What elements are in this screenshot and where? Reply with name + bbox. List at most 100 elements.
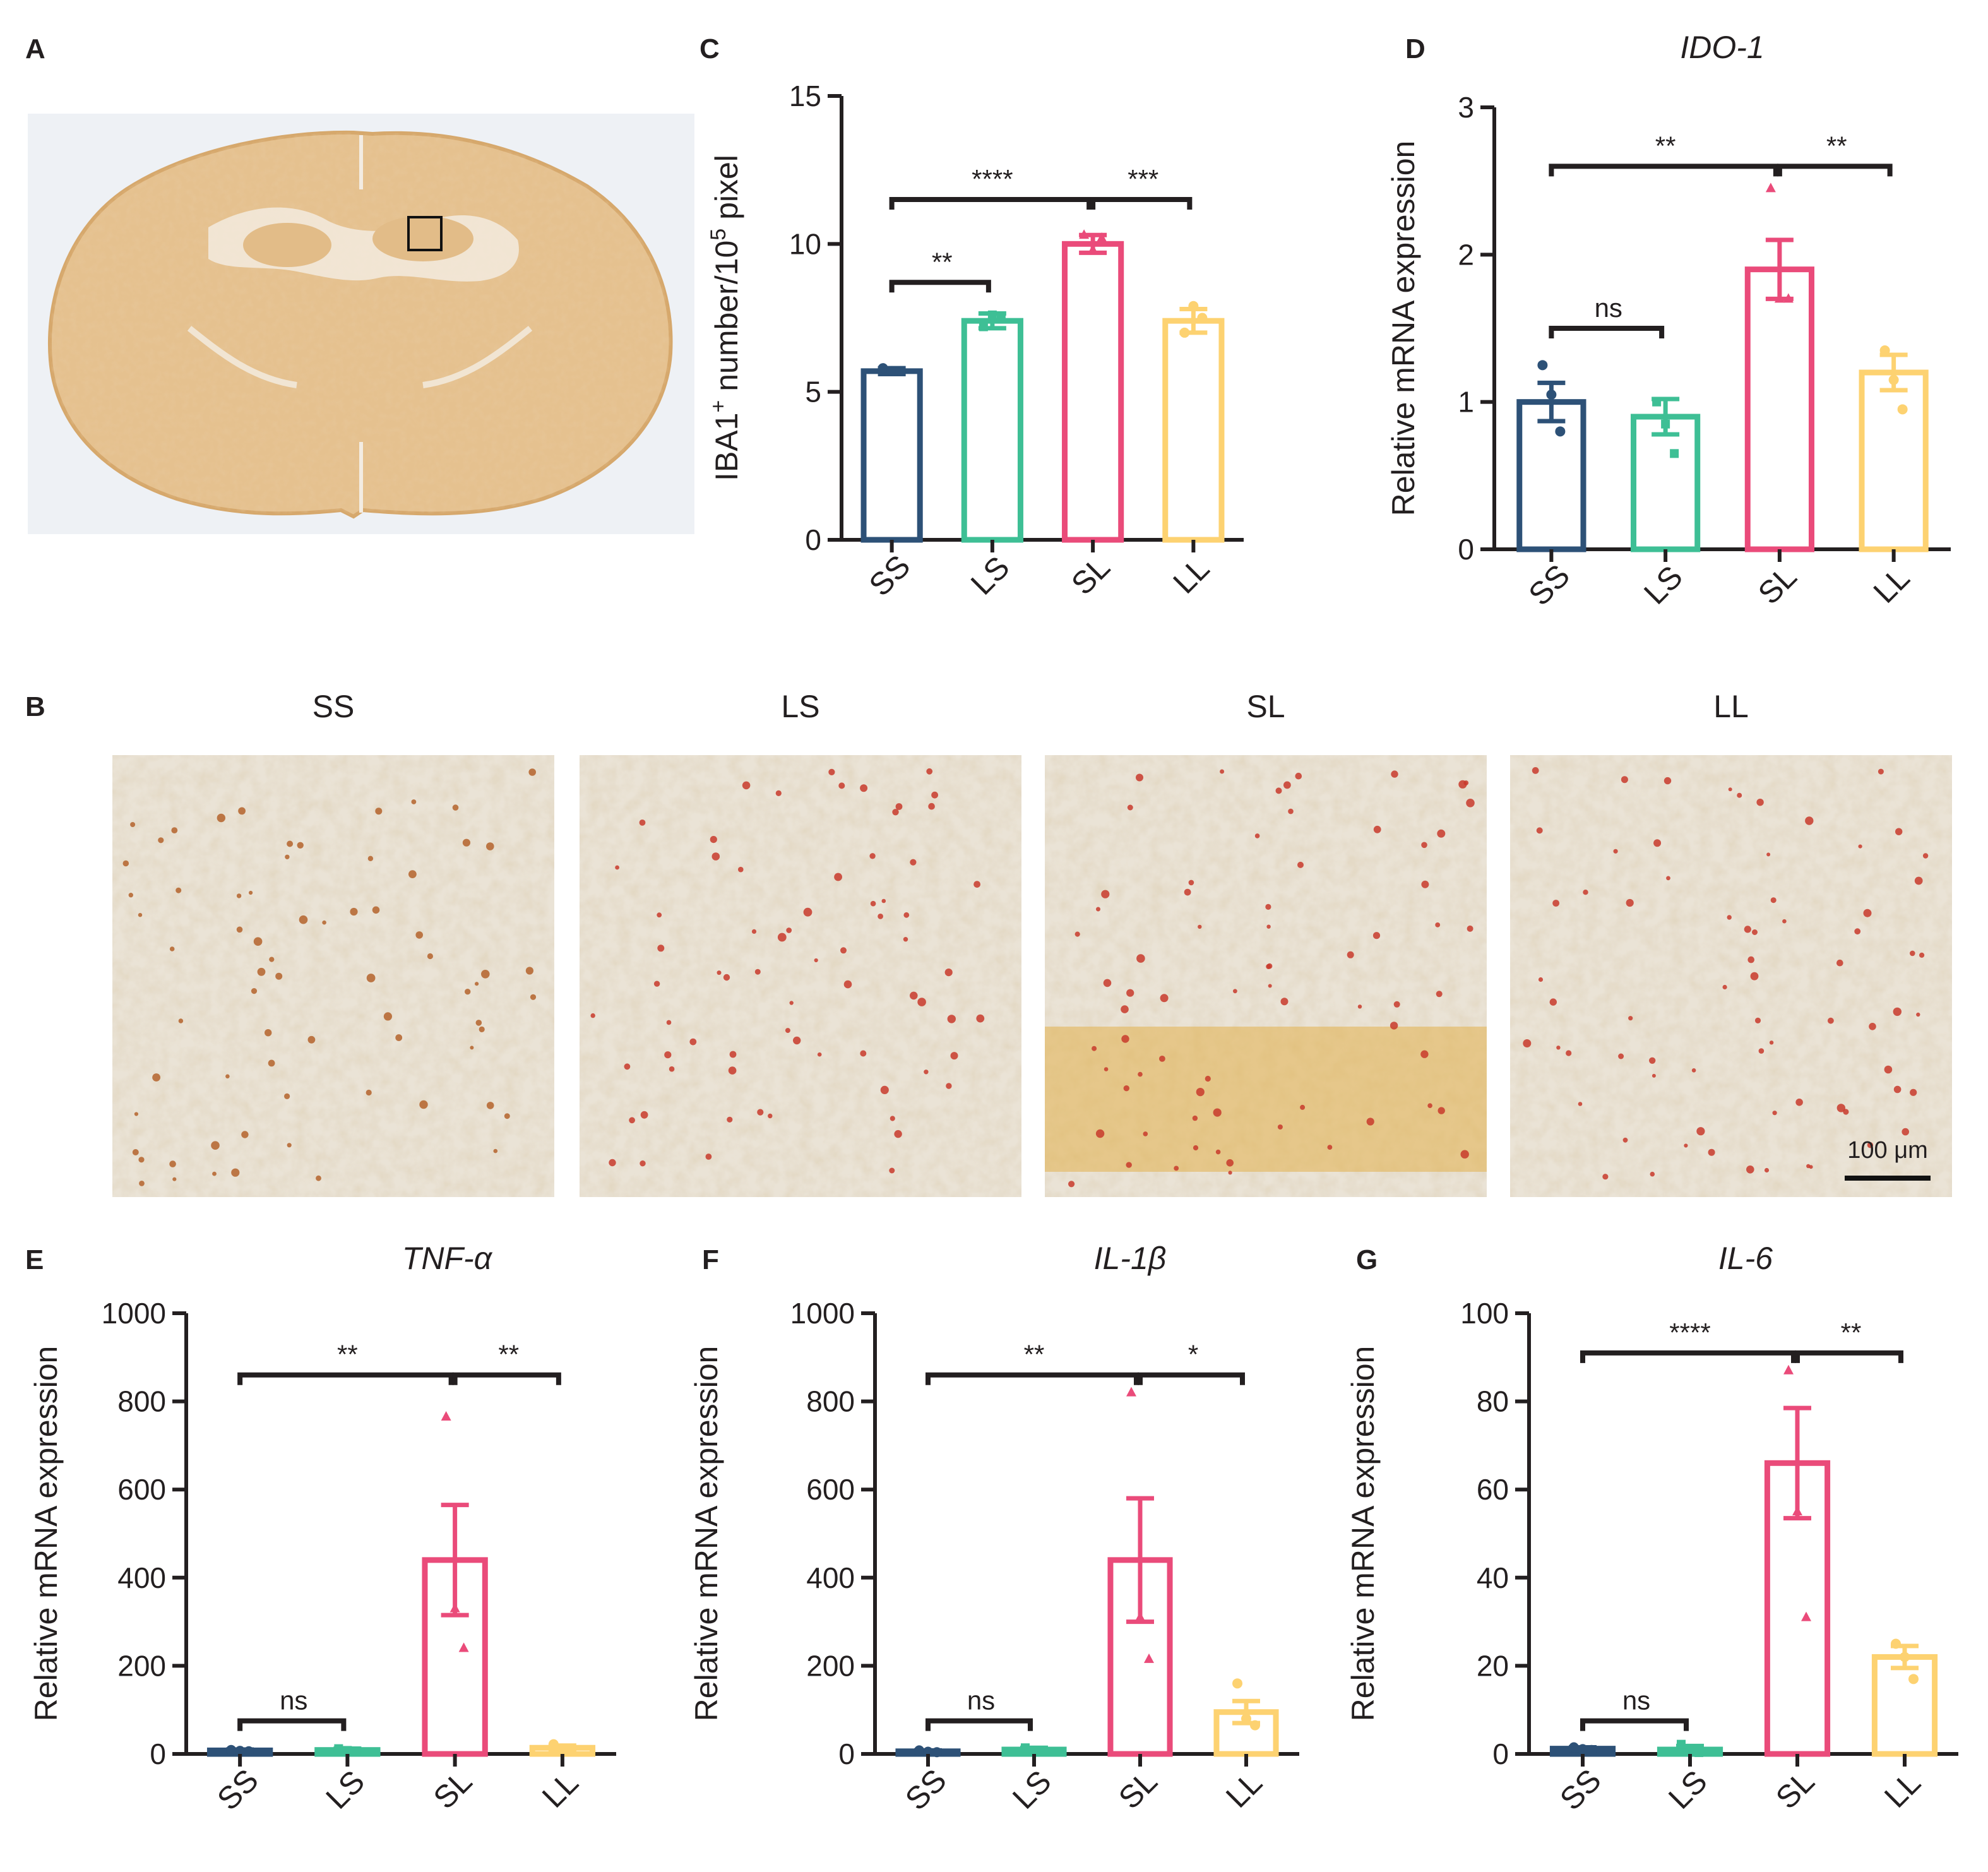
y-tick-label-G: 60 <box>1477 1473 1509 1506</box>
stained-cell-ll <box>1919 952 1925 958</box>
stained-cell-sl <box>1390 1022 1398 1030</box>
stained-cell-ls <box>723 974 730 981</box>
data-point-D-ll <box>1888 374 1899 385</box>
stained-cell-ls <box>729 1051 737 1058</box>
stained-cell-ll <box>1650 1171 1655 1177</box>
panel-label-D: D <box>1405 33 1426 64</box>
stained-cell-ss <box>316 1175 321 1181</box>
data-point-D-ls <box>1661 419 1670 429</box>
stained-cell-sl <box>1174 1166 1179 1171</box>
stained-cell-ss <box>470 1046 474 1050</box>
stained-cell-ll <box>1722 984 1727 990</box>
stained-cell-ss <box>366 1089 372 1096</box>
x-tick-label-F: LS <box>1006 1763 1058 1816</box>
hippocampus-left <box>243 223 331 267</box>
stained-cell-ss <box>372 906 380 914</box>
stained-cell-ls <box>666 1020 672 1025</box>
stained-cell-ll <box>1583 890 1588 895</box>
y-tick-label-C: 5 <box>805 376 821 408</box>
x-tick-label-G: LS <box>1662 1763 1714 1816</box>
y-tick-label-E: 400 <box>117 1561 166 1594</box>
stained-cell-ss <box>231 1168 240 1177</box>
stained-cell-ll <box>1622 1137 1628 1143</box>
stained-cell-sl <box>1121 1035 1129 1043</box>
stained-cell-ll <box>1626 898 1634 907</box>
hippocampus-right <box>372 216 473 261</box>
data-point-G-sl <box>1783 1364 1794 1374</box>
stained-cell-ss <box>481 970 490 979</box>
panel-label-B: B <box>25 691 45 722</box>
micrograph-texture-ss <box>112 755 554 1197</box>
stained-cell-ss <box>212 1171 217 1176</box>
stained-cell-ll <box>1613 849 1618 854</box>
stained-cell-ls <box>775 790 782 796</box>
data-point-E-ss <box>226 1744 237 1755</box>
stained-cell-ss <box>152 1073 161 1082</box>
y-tick-label-D: 0 <box>1458 533 1474 566</box>
significance-label-C: *** <box>1128 164 1158 194</box>
data-point-F-ll <box>1250 1720 1260 1731</box>
bar-D-ss <box>1516 399 1586 552</box>
stained-cell-sl <box>1196 1088 1205 1097</box>
y-tick-label-G: 0 <box>1492 1738 1509 1770</box>
stained-cell-ls <box>689 1038 697 1046</box>
micrograph-texture-ll <box>1510 755 1952 1197</box>
stained-cell-ls <box>903 937 908 942</box>
stained-cell-sl <box>1275 787 1282 794</box>
panel-label-F: F <box>702 1244 719 1275</box>
stained-cell-ls <box>928 802 935 810</box>
stained-cell-ll <box>1863 909 1872 917</box>
stained-cell-ll <box>1538 977 1544 982</box>
stained-cell-sl <box>1136 773 1143 782</box>
stained-cell-sl <box>1435 922 1441 927</box>
stained-cell-ss <box>171 827 178 833</box>
stained-cell-sl <box>1126 1162 1132 1168</box>
data-point-F-ls <box>1039 1746 1047 1756</box>
stained-cell-ss <box>265 1029 272 1037</box>
significance-bracket-E <box>452 1372 561 1385</box>
y-tick-label-E: 1000 <box>102 1297 166 1330</box>
scale-bar-label: 100 μm <box>1847 1137 1928 1164</box>
stained-cell-ls <box>944 969 953 977</box>
data-point-C-ls <box>987 310 997 319</box>
stained-cell-ls <box>624 1063 631 1070</box>
stained-cell-ll <box>1684 1143 1688 1148</box>
stained-cell-ll <box>1770 897 1777 903</box>
stained-cell-ls <box>834 873 842 881</box>
stained-cell-ls <box>869 853 876 859</box>
data-point-G-ls <box>1694 1748 1703 1757</box>
stained-cell-ss <box>375 808 383 815</box>
stained-cell-sl <box>1095 1129 1105 1138</box>
data-point-E-sl <box>449 1602 460 1613</box>
chart-F: F IL-1β 0 200 400 600 800 1000 Relative mRNA exp… <box>689 1241 1299 1817</box>
y-axis-label-F: Relative mRNA expression <box>689 1346 724 1722</box>
stained-cell-ll <box>1858 844 1862 849</box>
bar-D-ll <box>1859 369 1929 552</box>
significance-bracket-E <box>237 1372 454 1385</box>
stained-cell-ss <box>238 807 246 815</box>
data-point-F-ls <box>1021 1743 1030 1753</box>
stained-cell-ls <box>711 852 720 861</box>
stained-cell-ss <box>479 1026 485 1032</box>
stained-cell-sl <box>1283 781 1291 789</box>
x-tick-label-G: SS <box>1553 1762 1608 1817</box>
chart-G: G IL-6 0 20 40 60 80 100 Relative mRNA expressio… <box>1345 1241 1958 1817</box>
panel-label-E: E <box>25 1244 44 1275</box>
stained-cell-ls <box>840 947 847 954</box>
significance-bracket-F <box>1138 1372 1245 1385</box>
stained-cell-sl <box>1184 888 1191 896</box>
stained-cell-ll <box>1795 1099 1803 1106</box>
stained-cell-ll <box>1766 852 1771 857</box>
significance-bracket-D <box>1549 326 1665 338</box>
stained-cell-ss <box>257 967 266 976</box>
y-tick-label-F: 800 <box>806 1385 855 1418</box>
stained-cell-ls <box>742 781 751 790</box>
stained-cell-ls <box>653 981 660 987</box>
stained-cell-ll <box>1621 776 1628 784</box>
stained-cell-sl <box>1467 925 1473 932</box>
x-tick-label-F: SS <box>898 1762 953 1817</box>
micrograph-dense-layer-sl <box>1045 1027 1487 1172</box>
stained-cell-ss <box>452 804 459 811</box>
stained-cell-ss <box>486 1102 494 1109</box>
stained-cell-ss <box>299 915 308 924</box>
